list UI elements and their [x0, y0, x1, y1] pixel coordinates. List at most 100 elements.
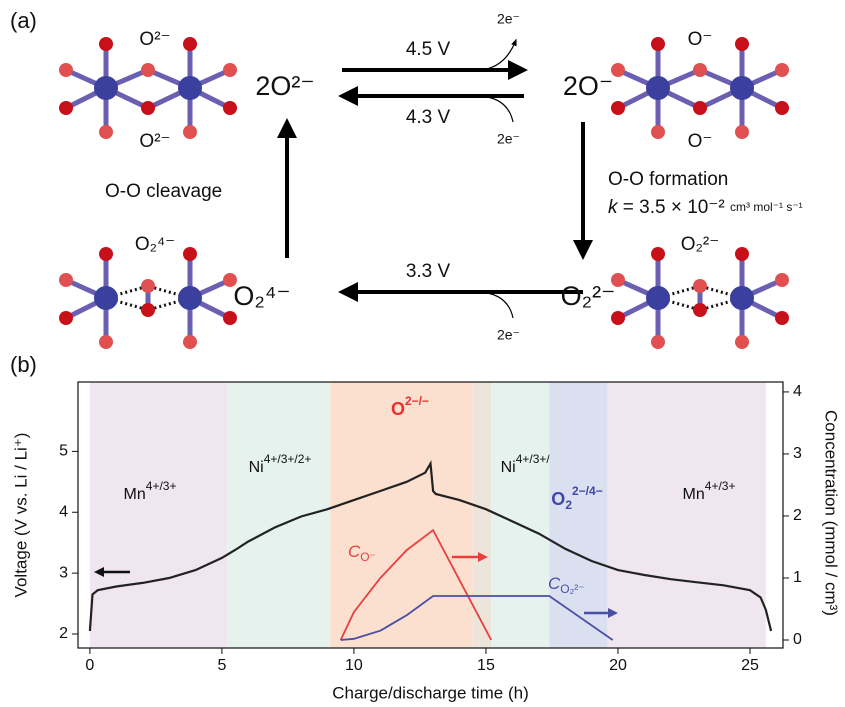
bond [699, 296, 743, 312]
y2-tick-label: 4 [793, 383, 802, 400]
curve-label-sub: O₂²⁻ [560, 582, 584, 596]
electron-arrow [479, 95, 514, 123]
region [549, 382, 608, 648]
bond [699, 284, 743, 300]
oxygen-atom [693, 63, 707, 77]
data-line [339, 528, 492, 641]
metal-atom [730, 76, 754, 100]
oxygen-atom [611, 273, 625, 287]
potential: 4.5 V [406, 39, 451, 60]
y2-tick-label: 3 [793, 445, 802, 462]
region-label-sup: 2−/4− [572, 484, 603, 498]
oxygen-atom [99, 37, 113, 51]
plot-frame [77, 381, 784, 649]
region-label-sup: 4+/3+ [705, 479, 736, 493]
region [607, 382, 766, 648]
oxygen-atom [141, 101, 155, 115]
region-label-sup: 4+/3+ [146, 479, 177, 493]
oxygen-atom [223, 273, 237, 287]
metal-atom [646, 286, 670, 310]
y-axis-title: Voltage (V vs. Li / Li⁺) [11, 433, 30, 598]
y2-tick-label: 2 [793, 507, 802, 524]
oxygen-atom [735, 335, 749, 349]
oxygen-atom [693, 303, 707, 317]
chart: (b) Mn4+/3+Ni4+/3+/2+O2−/−Ni4+/3+/2+O22−… [10, 352, 841, 703]
species: O₂⁴⁻ [233, 281, 290, 311]
structure [611, 247, 789, 349]
metal-atom [646, 76, 670, 100]
bond [105, 296, 149, 312]
oxygen-atom [651, 335, 665, 349]
oxygen-atom [59, 101, 73, 115]
region-label: Mn4+/3+ [124, 479, 177, 503]
region-label-sup: 4+/3+/2+ [264, 452, 312, 466]
bond [657, 296, 701, 312]
oxygen-atom [693, 279, 707, 293]
x-tick-label: 5 [217, 657, 226, 674]
structure-label: O₂⁴⁻ [135, 234, 175, 255]
curve-label: CO₂²⁻ [548, 574, 585, 596]
species: 2O⁻ [563, 71, 613, 101]
region [227, 382, 331, 648]
oxygen-atom [735, 37, 749, 51]
axis-arrow-head [478, 552, 488, 562]
oxygen-atom [735, 247, 749, 261]
oxygen-atom [651, 125, 665, 139]
y-tick-label: 3 [59, 564, 68, 581]
oxygen-atom [651, 247, 665, 261]
rate-symbol: k [608, 197, 619, 218]
region-label: Mn4+/3+ [683, 479, 736, 503]
region [330, 382, 473, 648]
region-label: O2−/− [391, 394, 429, 419]
region-label-base: Mn [683, 486, 705, 503]
species: 2O²⁻ [255, 71, 314, 101]
y-tick-label: 4 [59, 503, 68, 520]
bond [657, 284, 701, 300]
structure-label: O²⁻ [139, 131, 170, 152]
structure-label: O⁻ [688, 29, 713, 50]
oxygen-atom [775, 311, 789, 325]
rate-value: = 3.5 × 10⁻² [623, 197, 725, 218]
curve-label-symbol: C [548, 574, 561, 593]
y2-axis-title: Concentration (mmol / cm³) [822, 410, 841, 616]
electrons: 2e⁻ [497, 131, 520, 147]
diagram: (a) 4.5 V 4.3 V 3.3 V 2e⁻ 2e⁻ 2e⁻ 2O²⁻ 2… [10, 8, 803, 349]
region-label-base: Mn [124, 486, 146, 503]
oxygen-atom [141, 279, 155, 293]
potential: 3.3 V [406, 261, 451, 282]
y2-tick-label: 0 [793, 631, 802, 648]
metal-atom [94, 76, 118, 100]
structure-label: O⁻ [688, 131, 713, 152]
oxygen-atom [99, 335, 113, 349]
region [472, 382, 492, 648]
oxygen-atom [693, 101, 707, 115]
region-label-base: O [391, 399, 405, 419]
oxygen-atom [611, 311, 625, 325]
structure [59, 37, 237, 139]
metal-atom [178, 286, 202, 310]
x-tick-label: 20 [609, 657, 627, 674]
region-label: Ni4+/3+/2+ [249, 452, 312, 476]
oxygen-atom [611, 63, 625, 77]
axis-arrow-head [608, 608, 618, 618]
oxygen-atom [183, 37, 197, 51]
metal-atom [94, 286, 118, 310]
oxygen-atom [59, 63, 73, 77]
axis-arrow-head [94, 567, 104, 577]
region-label-sup: 2−/− [405, 394, 429, 408]
y2-tick-label: 1 [793, 569, 802, 586]
oxygen-atom [99, 247, 113, 261]
structure-label: O²⁻ [139, 29, 170, 50]
x-axis-title: Charge/discharge time (h) [332, 683, 529, 702]
bond [147, 284, 191, 300]
data-line [340, 595, 614, 641]
x-tick-label: 0 [85, 657, 94, 674]
oxygen-atom [183, 247, 197, 261]
structure [611, 37, 789, 139]
region-label-base: Ni [501, 459, 516, 476]
oxygen-atom [223, 311, 237, 325]
region-label-base: O [551, 489, 565, 509]
region [89, 382, 228, 648]
oxygen-atom [611, 101, 625, 115]
